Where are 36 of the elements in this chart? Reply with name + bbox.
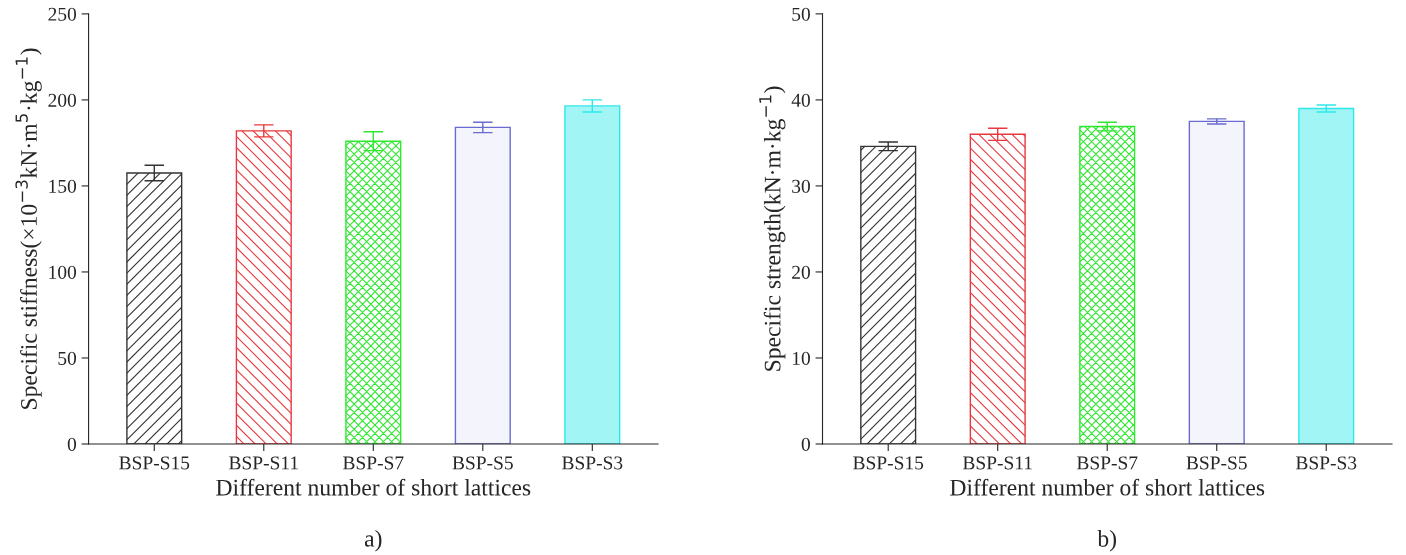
x-axis-title: Different number of short lattices	[950, 478, 1265, 496]
text: b)	[1097, 530, 1117, 552]
y-axis-title: Specific stiffness(×10$^{−3}$kN·m$^{5}$·kg$^{−1}$)	[15, 48, 42, 409]
y-tick-label: 150	[49, 179, 77, 193]
y-tick-label: 40	[791, 93, 810, 107]
x-tick-label: BSP-S15	[853, 456, 924, 470]
bar	[235, 130, 292, 444]
y-tick-label: 30	[792, 179, 810, 193]
x-tick-label: BSP-S7	[343, 456, 404, 470]
text: a)	[364, 530, 382, 552]
x-axis-title: Different number of short lattices	[216, 478, 531, 496]
y-tick-label: 100	[49, 265, 77, 279]
y-axis-title: Specific strength(kN·m·kg$^{−1}$)	[759, 86, 786, 371]
x-tick-label: BSP-S3	[1295, 456, 1357, 470]
y-tick-label: 250	[48, 7, 77, 21]
x-tick-label: BSP-S5	[452, 456, 513, 470]
bar	[860, 145, 917, 444]
bar	[1188, 120, 1245, 444]
y-tick-label: 50	[58, 351, 77, 365]
x-tick-label: BSP-S3	[562, 456, 623, 470]
y-tick-label: 20	[792, 265, 810, 279]
y-tick-label: 0	[801, 437, 810, 451]
y-tick-label: 200	[48, 93, 77, 107]
bar	[564, 105, 621, 444]
x-tick-label: BSP-S11	[229, 456, 298, 470]
x-tick-label: BSP-S11	[962, 456, 1032, 470]
x-tick-label: BSP-S5	[1186, 456, 1247, 470]
x-tick-label: BSP-S15	[119, 456, 190, 470]
y-tick-label: 0	[67, 437, 77, 451]
y-tick-label: 50	[792, 7, 810, 21]
bar	[454, 126, 511, 444]
bar	[969, 133, 1026, 444]
x-tick-label: BSP-S7	[1076, 456, 1138, 470]
y-tick-label: 10	[792, 351, 810, 365]
bar	[1298, 107, 1355, 444]
bar	[1079, 125, 1136, 444]
